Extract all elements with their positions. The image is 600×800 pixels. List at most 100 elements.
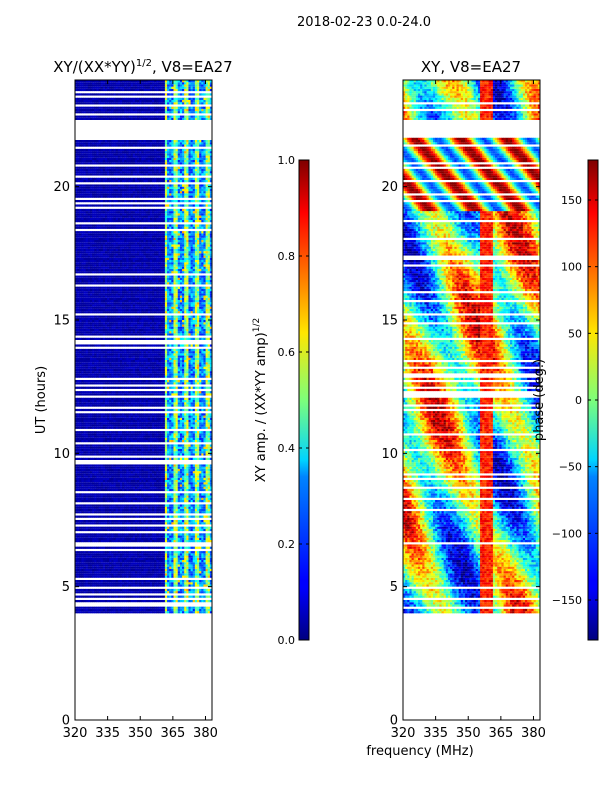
heatmap-cell (81, 584, 84, 587)
heatmap-cell (130, 420, 134, 423)
heatmap-cell (109, 448, 112, 452)
heatmap-cell (141, 451, 144, 454)
heatmap-cell (117, 606, 121, 609)
heatmap-cell (126, 515, 129, 518)
heatmap-cell (188, 422, 191, 425)
heatmap-cell (85, 482, 89, 485)
heatmap-cell (137, 402, 140, 405)
heatmap-cell (79, 404, 82, 407)
heatmap-cell (141, 600, 144, 603)
heatmap-cell (111, 500, 114, 503)
heatmap-cell (205, 437, 209, 440)
heatmap-cell (197, 417, 200, 420)
heatmap-cell (203, 484, 206, 487)
heatmap-cell (184, 475, 187, 478)
heatmap-cell (175, 493, 179, 496)
heatmap-cell (194, 504, 198, 507)
heatmap-cell (156, 533, 159, 536)
heatmap-cell (94, 584, 97, 587)
heatmap-cell (173, 482, 177, 485)
heatmap-cell (77, 533, 80, 536)
heatmap-cell (124, 415, 127, 418)
heatmap-cell (94, 537, 97, 540)
heatmap-cell (130, 575, 134, 578)
heatmap-cell (137, 515, 140, 518)
heatmap-cell (87, 557, 91, 560)
heatmap-cell (207, 566, 211, 569)
heatmap-cell (203, 408, 206, 412)
heatmap-cell (79, 464, 82, 467)
heatmap-cell (94, 573, 97, 576)
heatmap-cell (192, 404, 196, 407)
heatmap-cell (117, 391, 121, 394)
heatmap-cell (152, 595, 155, 598)
heatmap-cell (109, 608, 112, 612)
heatmap-cell (137, 511, 140, 514)
heatmap-cell (104, 493, 108, 496)
heatmap-cell (156, 457, 159, 460)
heatmap-cell (190, 415, 194, 418)
heatmap-cell (137, 437, 140, 440)
heatmap-cell (205, 426, 209, 429)
heatmap-cell (164, 482, 168, 485)
heatmap-cell (162, 402, 166, 405)
heatmap-cell (130, 444, 134, 447)
heatmap-cell (145, 486, 149, 489)
heatmap-cell (194, 433, 198, 436)
heatmap-cell (79, 504, 82, 507)
heatmap-cell (179, 393, 183, 396)
heatmap-cell (147, 448, 151, 452)
heatmap-cell (89, 415, 93, 418)
heatmap-cell (184, 424, 187, 427)
heatmap-cell (77, 468, 80, 472)
heatmap-cell (132, 397, 136, 400)
heatmap-cell (94, 426, 97, 429)
heatmap-cell (171, 477, 174, 480)
heatmap-cell (109, 553, 112, 556)
heatmap-cell (75, 508, 78, 512)
heatmap-cell (104, 608, 108, 612)
heatmap-cell (130, 553, 134, 556)
heatmap-cell (124, 528, 127, 532)
heatmap-cell (149, 520, 153, 523)
heatmap-cell (139, 566, 142, 569)
heatmap-cell (167, 422, 170, 425)
heatmap-cell (102, 582, 106, 585)
heatmap-cell (182, 431, 185, 434)
heatmap-cell (149, 477, 153, 480)
heatmap-cell (177, 568, 181, 572)
heatmap-cell (132, 571, 136, 574)
heatmap-cell (160, 568, 164, 572)
heatmap-cell (128, 486, 132, 489)
heatmap-cell (171, 553, 174, 556)
heatmap-cell (83, 522, 87, 525)
heatmap-cell (197, 488, 200, 492)
heatmap-cell (75, 557, 78, 560)
heatmap-cell (130, 473, 134, 476)
heatmap-cell (167, 575, 170, 578)
heatmap-cell (167, 580, 170, 583)
heatmap-cell (177, 457, 181, 460)
heatmap-cell (128, 560, 132, 563)
heatmap-cell (156, 537, 159, 540)
heatmap-cell (75, 402, 78, 405)
heatmap-cell (145, 520, 149, 523)
heatmap-cell (209, 488, 212, 492)
heatmap-cell (124, 584, 127, 587)
heatmap-cell (141, 584, 144, 587)
heatmap-cell (156, 451, 159, 454)
heatmap-cell (104, 446, 108, 449)
heatmap-cell (109, 537, 112, 540)
heatmap-cell (156, 488, 159, 492)
heatmap-cell (164, 580, 168, 583)
heatmap-cell (182, 511, 185, 514)
heatmap-cell (143, 566, 147, 569)
heatmap-cell (184, 551, 187, 554)
heatmap-cell (145, 608, 149, 612)
heatmap-cell (179, 506, 183, 509)
heatmap-cell (192, 573, 196, 576)
heatmap-cell (98, 560, 102, 563)
heatmap-cell (149, 504, 153, 507)
heatmap-cell (107, 555, 110, 558)
heatmap-cell (85, 391, 89, 394)
